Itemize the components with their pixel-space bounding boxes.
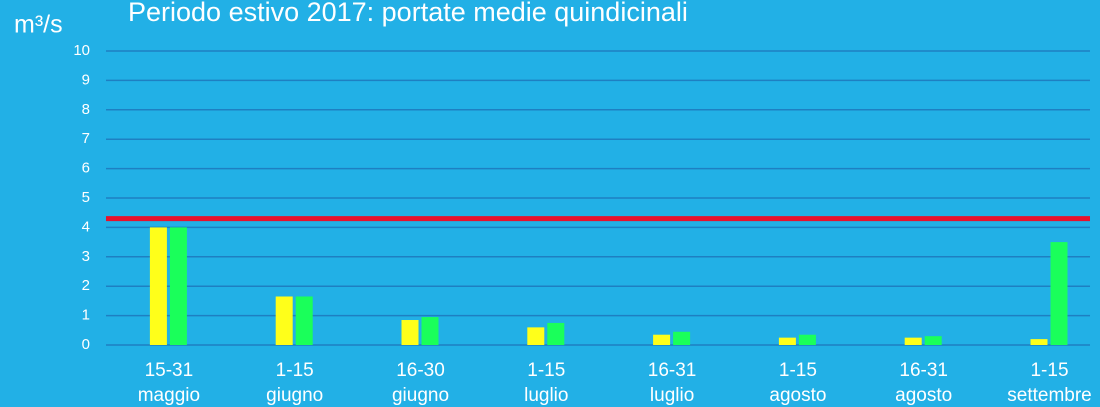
bar — [673, 331, 691, 345]
chart-title: Periodo estivo 2017: portate medie quind… — [128, 0, 688, 27]
y-tick-label: 6 — [82, 160, 90, 177]
bar — [149, 227, 167, 345]
bar — [798, 334, 816, 345]
y-tick-label: 9 — [82, 71, 90, 88]
y-tick-label: 4 — [82, 218, 90, 235]
x-tick-label: 16-31 — [648, 360, 697, 381]
y-tick-label: 1 — [82, 307, 90, 324]
x-tick-label: maggio — [138, 385, 200, 406]
bar — [295, 296, 313, 345]
x-tick-label: luglio — [524, 385, 568, 406]
y-tick-label: 7 — [82, 130, 90, 147]
x-tick-label: 1-15 — [1030, 360, 1068, 381]
bar — [401, 320, 419, 345]
x-tick-label: giugno — [392, 385, 449, 406]
y-tick-label: 2 — [82, 277, 90, 294]
bar — [778, 337, 796, 345]
x-tick-label: 1-15 — [527, 360, 565, 381]
x-tick-label: 1-15 — [276, 360, 314, 381]
bar — [924, 336, 942, 345]
x-tick-label: agosto — [895, 385, 952, 406]
x-tick-label: 16-31 — [899, 360, 948, 381]
bar — [275, 296, 293, 345]
x-tick-label: 15-31 — [145, 360, 194, 381]
bar — [1050, 242, 1068, 345]
x-tick-label: agosto — [769, 385, 826, 406]
x-tick-label: settembre — [1007, 385, 1091, 406]
bar — [169, 227, 187, 345]
y-tick-label: 10 — [73, 42, 90, 59]
x-tick-label: giugno — [266, 385, 323, 406]
bar — [904, 337, 922, 345]
bar — [421, 317, 439, 345]
y-tick-label: 3 — [82, 248, 90, 265]
y-tick-label: 8 — [82, 101, 90, 118]
y-axis-label: m³/s — [14, 11, 63, 39]
y-tick-label: 0 — [82, 336, 90, 353]
bar — [527, 327, 545, 345]
bar — [547, 322, 565, 345]
y-tick-label: 5 — [82, 189, 90, 206]
bar — [1030, 339, 1048, 345]
x-tick-label: 16-30 — [396, 360, 445, 381]
x-tick-label: luglio — [650, 385, 694, 406]
x-tick-label: 1-15 — [779, 360, 817, 381]
bar — [653, 334, 671, 345]
